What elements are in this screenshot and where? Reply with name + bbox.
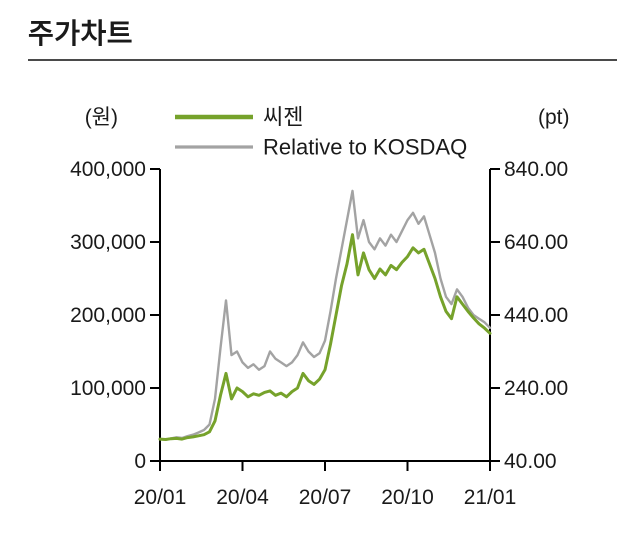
axes	[159, 169, 491, 462]
right-axis-tick-label: 440.00	[504, 304, 568, 327]
left-axis-tick-label: 400,000	[70, 158, 146, 181]
series-layer	[158, 189, 492, 441]
chart-legend: 씨젠 Relative to KOSDAQ	[175, 105, 467, 160]
right-axis-tick-label: 640.00	[504, 231, 568, 254]
x-axis-tick-label: 21/01	[464, 486, 517, 509]
right-axis-unit-label: (pt)	[538, 106, 570, 129]
stock-price-chart: 씨젠 Relative to KOSDAQ (원) (pt)	[70, 105, 570, 510]
right-axis-tick-label: 840.00	[504, 158, 568, 181]
right-axis-tick-labels: 840.00 640.00 440.00 240.00 40.00	[504, 158, 568, 473]
x-axis-tick-label: 20/04	[216, 486, 269, 509]
left-axis-tick-label: 300,000	[70, 231, 146, 254]
right-axis-tick-label: 40.00	[504, 450, 557, 473]
left-axis-tick-label: 0	[134, 450, 146, 473]
page-title: 주가차트	[28, 18, 134, 49]
tick-marks	[150, 168, 500, 471]
title-divider	[28, 59, 617, 61]
left-axis-tick-label: 100,000	[70, 377, 146, 400]
legend-label-relative-kosdaq: Relative to KOSDAQ	[263, 135, 467, 160]
right-axis-tick-label: 240.00	[504, 377, 568, 400]
x-axis-tick-label: 20/01	[134, 486, 187, 509]
x-axis-tick-labels: 20/01 20/04 20/07 20/10 21/01	[134, 486, 517, 509]
series-line-seegene	[158, 233, 492, 441]
series-line-relative-kosdaq	[158, 189, 492, 441]
left-axis-unit-label: (원)	[85, 106, 118, 129]
legend-label-seegene: 씨젠	[263, 105, 303, 130]
x-axis-tick-label: 20/07	[299, 486, 352, 509]
left-axis-tick-labels: 400,000 300,000 200,000 100,000 0	[70, 158, 146, 473]
left-axis-tick-label: 200,000	[70, 304, 146, 327]
x-axis-tick-label: 20/10	[381, 486, 434, 509]
